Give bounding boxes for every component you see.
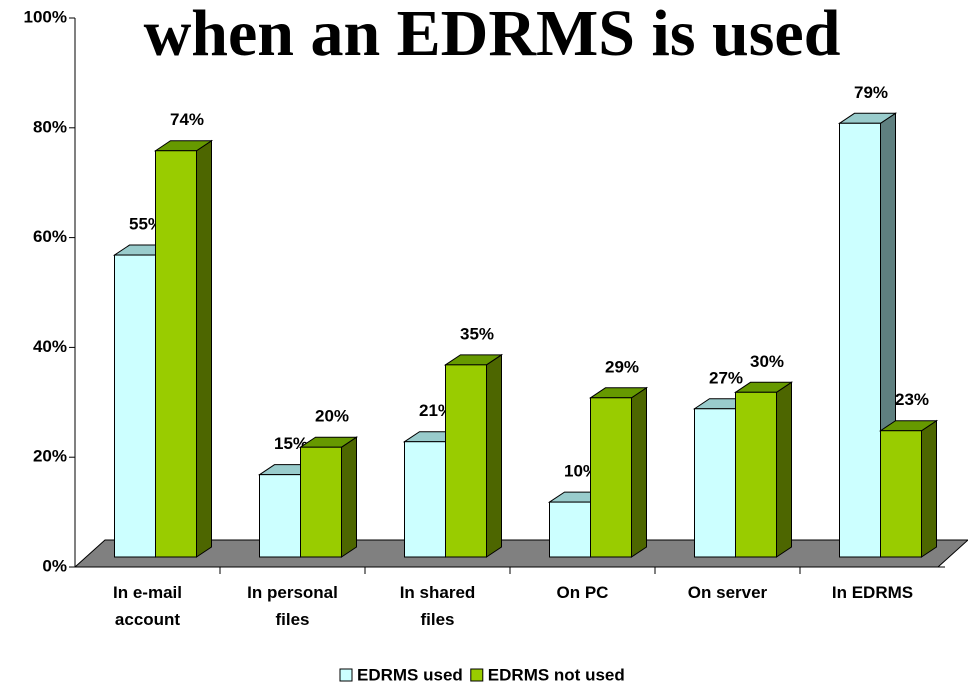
x-tick-line: In EDRMS	[832, 583, 913, 602]
data-label: 74%	[170, 110, 204, 129]
bar-front	[549, 501, 591, 558]
bar-front	[155, 150, 197, 558]
bar-front	[839, 122, 881, 558]
x-tick-line: In shared	[400, 583, 476, 602]
chart-title: when an EDRMS is used	[144, 0, 841, 70]
legend-label: EDRMS used	[357, 665, 463, 684]
x-tick-line: account	[115, 610, 181, 629]
bar-side	[921, 419, 937, 558]
x-tick-line: In e-mail	[113, 583, 182, 602]
x-tick-line: In personal	[247, 583, 338, 602]
bar	[298, 436, 359, 558]
legend-swatch	[470, 668, 484, 682]
data-label: 23%	[895, 390, 929, 409]
bar-side	[776, 381, 792, 558]
bar-side	[486, 353, 502, 558]
y-tick-label: 100%	[24, 7, 67, 26]
x-tick-label: In e-mail account	[113, 583, 182, 629]
bar-front	[259, 474, 301, 558]
bar-side	[631, 386, 647, 558]
x-tick-label: In shared files	[400, 583, 476, 629]
y-tick-label: 0%	[42, 556, 67, 575]
bar	[153, 139, 214, 558]
bar-front	[694, 408, 736, 558]
data-label: 21%	[419, 401, 453, 420]
bar	[588, 386, 649, 558]
bar-front	[300, 446, 342, 558]
y-tick-label: 40%	[33, 337, 67, 356]
bar	[443, 353, 504, 558]
x-tick-label: On PC	[557, 583, 609, 602]
data-label: 15%	[274, 434, 308, 453]
data-label: 35%	[460, 324, 494, 343]
bar-front	[404, 441, 446, 558]
y-tick-label: 60%	[33, 227, 67, 246]
data-label: 27%	[709, 368, 743, 387]
data-label: 20%	[315, 407, 349, 426]
x-tick-line: On server	[688, 583, 768, 602]
data-label: 30%	[750, 352, 784, 371]
bar-front	[590, 397, 632, 558]
data-label: 10%	[564, 462, 598, 481]
x-tick-line: On PC	[557, 583, 609, 602]
data-label: 29%	[605, 357, 639, 376]
data-label: 55%	[129, 215, 163, 234]
x-tick-line: files	[420, 610, 454, 629]
y-tick-label: 20%	[33, 447, 67, 466]
bar-front	[735, 391, 777, 558]
x-tick-label: In personal files	[247, 583, 338, 629]
y-tick-label: 80%	[33, 117, 67, 136]
x-tick-label: On server	[688, 583, 768, 602]
legend-label: EDRMS not used	[488, 665, 625, 684]
x-tick-label: In EDRMS	[832, 583, 913, 602]
bar	[878, 419, 939, 558]
data-label: 79%	[854, 83, 888, 102]
bar-front	[445, 364, 487, 558]
bar	[733, 381, 794, 558]
legend-swatch	[339, 668, 353, 682]
bar-front	[114, 254, 156, 558]
x-tick-line: files	[275, 610, 309, 629]
bar-side	[341, 436, 357, 558]
bar-side	[196, 139, 212, 558]
bar-front	[880, 430, 922, 558]
